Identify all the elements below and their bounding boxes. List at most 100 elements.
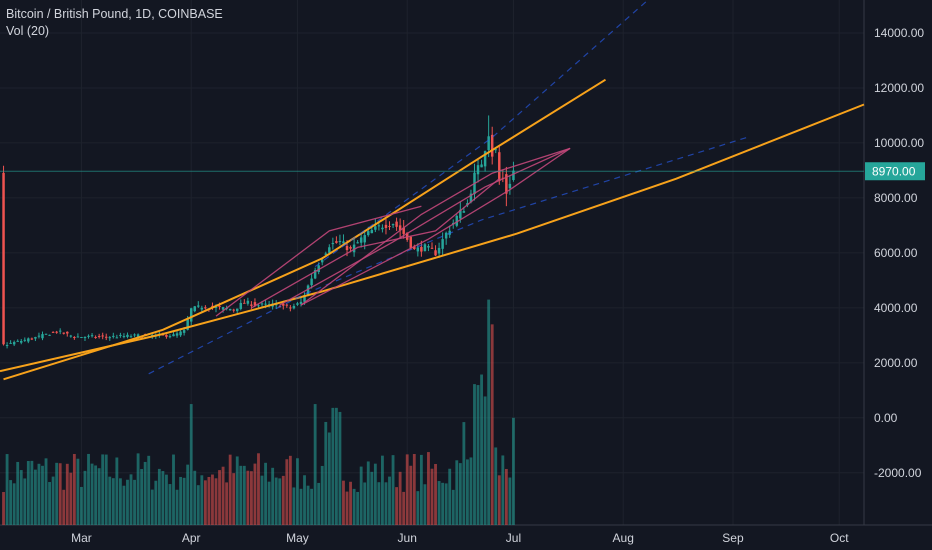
- candle-body: [423, 244, 427, 252]
- volume-bar: [313, 404, 317, 525]
- candle-body: [250, 304, 253, 306]
- candle-body: [285, 304, 289, 306]
- volume-bar: [26, 461, 30, 525]
- volume-bar: [239, 465, 243, 525]
- volume-bar: [157, 468, 161, 525]
- last-price-badge: [865, 162, 925, 181]
- pink-inner-line-3[interactable]: [279, 147, 571, 306]
- volume-bar: [246, 470, 250, 525]
- lower-channel-curve[interactable]: [0, 103, 865, 373]
- pink-inner-line-1[interactable]: [215, 205, 422, 317]
- candle-body: [264, 303, 267, 305]
- candle-body: [2, 172, 5, 345]
- volume-bar: [87, 453, 90, 525]
- candle-body: [34, 337, 37, 339]
- volume-bar: [504, 468, 508, 525]
- volume-bar: [409, 465, 413, 525]
- candle-body: [51, 331, 55, 333]
- candle-body: [55, 331, 58, 333]
- candle-body: [363, 235, 366, 243]
- candle-body: [374, 226, 377, 230]
- volume-bar: [211, 474, 214, 525]
- volume-bar: [221, 466, 225, 525]
- volume-bar: [508, 477, 512, 525]
- candle-body: [505, 174, 508, 194]
- volume-indicator-label[interactable]: Vol (20): [6, 24, 50, 38]
- candle-body: [430, 247, 434, 249]
- candle-body: [441, 239, 444, 249]
- candle-body: [27, 338, 30, 342]
- volume-bar: [494, 447, 498, 525]
- volume-bar: [296, 458, 299, 525]
- candle-body: [299, 301, 303, 304]
- candle-body: [246, 300, 250, 304]
- volume-bar: [299, 488, 303, 525]
- candle-body: [41, 334, 44, 339]
- volume-bar: [483, 396, 487, 525]
- upper-dashed-line[interactable]: [314, 0, 649, 268]
- candle-body: [97, 335, 101, 337]
- candle-body: [253, 302, 257, 306]
- candle-body: [193, 306, 196, 312]
- volume-bar: [225, 482, 229, 525]
- chart-legend: Bitcoin / British Pound, 1D, COINBASE Vo…: [6, 6, 223, 40]
- volume-bar: [476, 385, 480, 525]
- candle-body: [296, 303, 299, 305]
- volume-bar: [154, 480, 158, 525]
- candle-body: [20, 341, 23, 343]
- candlesticks: [2, 115, 515, 349]
- x-tick-label: Apr: [182, 531, 201, 545]
- volume-bar: [423, 484, 427, 525]
- y-tick-label: 12000.00: [874, 81, 924, 95]
- volume-bar: [62, 489, 66, 525]
- candle-body: [119, 334, 122, 336]
- volume-bar: [419, 454, 423, 525]
- candle-body: [487, 136, 490, 151]
- volume-bar: [512, 417, 515, 525]
- candle-body: [335, 241, 338, 243]
- candle-body: [310, 278, 313, 286]
- volume-bar: [260, 475, 264, 525]
- candle-body: [69, 335, 73, 337]
- candle-body: [239, 302, 243, 309]
- volume-bar: [37, 463, 41, 525]
- volume-bar: [253, 463, 257, 525]
- lower-dashed-line[interactable]: [148, 136, 748, 375]
- volume-bar: [437, 481, 441, 525]
- candle-body: [257, 305, 260, 307]
- candle-body: [490, 134, 494, 157]
- candle-body: [498, 152, 501, 181]
- drawings[interactable]: [0, 0, 865, 381]
- candle-body: [416, 247, 420, 252]
- symbol-title[interactable]: Bitcoin / British Pound, 1D, COINBASE: [6, 7, 223, 21]
- candle-body: [402, 227, 405, 234]
- pink-triangle-lower[interactable]: [300, 147, 571, 306]
- volume-bar: [214, 478, 218, 525]
- candle-body: [221, 307, 225, 310]
- volume-bar: [218, 470, 221, 525]
- volume-bar: [76, 458, 80, 525]
- y-tick-label: -2000.00: [874, 466, 922, 480]
- candle-body: [356, 242, 359, 244]
- candle-body: [306, 285, 310, 296]
- volume-bar: [288, 455, 292, 525]
- y-tick-label: 6000.00: [874, 246, 918, 260]
- volume-bar: [427, 452, 430, 525]
- candle-body: [214, 306, 218, 309]
- last-price-label: 8970.00: [872, 165, 916, 179]
- volume-bar: [331, 407, 335, 525]
- x-tick-label: Aug: [613, 531, 634, 545]
- volume-bar: [264, 462, 267, 525]
- volume-bar: [377, 482, 381, 525]
- volume-bar: [349, 481, 352, 525]
- candle-body: [381, 227, 384, 230]
- candle-body: [161, 334, 165, 336]
- candle-body: [108, 337, 112, 339]
- volume-bar: [172, 454, 175, 525]
- volume-bar: [310, 488, 314, 525]
- candle-body: [179, 331, 182, 336]
- volume-bar: [242, 465, 246, 525]
- volume-bar: [232, 473, 236, 525]
- candle-body: [83, 336, 87, 339]
